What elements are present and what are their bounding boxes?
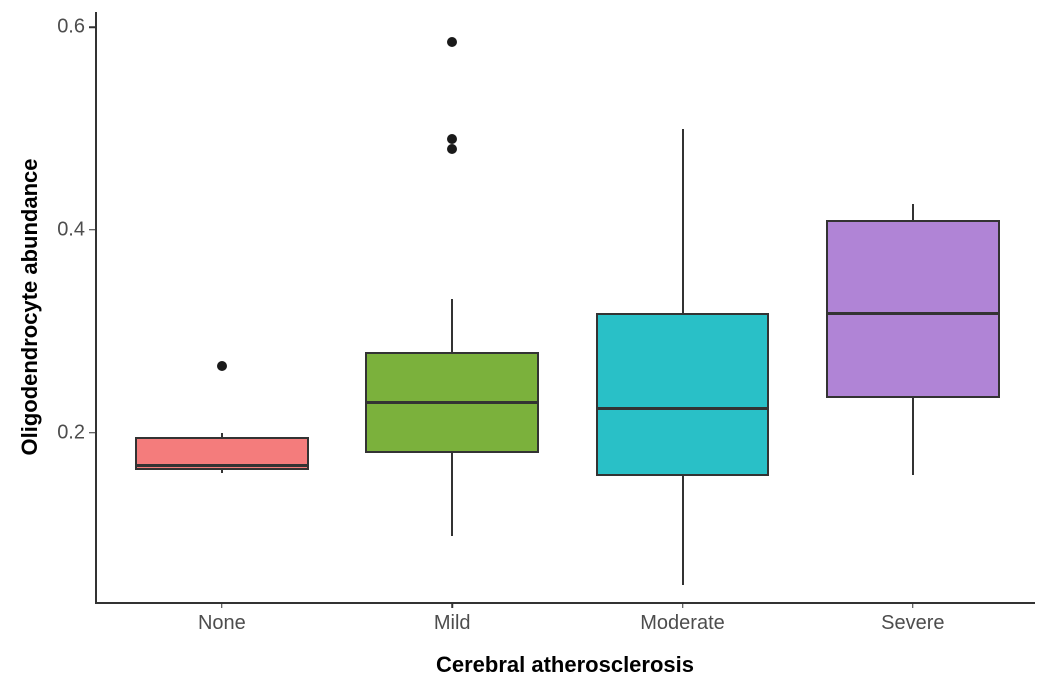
x-tick-label: Mild bbox=[434, 612, 471, 635]
y-tick-mark bbox=[89, 432, 95, 434]
x-axis-title: Cerebral atherosclerosis bbox=[95, 652, 1035, 678]
plot-area: 0.20.40.6NoneMildModerateSevere bbox=[95, 12, 1035, 602]
y-tick-label: 0.6 bbox=[57, 16, 85, 39]
boxplot-chart: Oligodendrocyte abundance Cerebral ather… bbox=[0, 0, 1050, 684]
median-line bbox=[365, 401, 539, 404]
median-line bbox=[135, 464, 309, 467]
outlier-point bbox=[447, 144, 457, 154]
y-tick-mark bbox=[89, 229, 95, 231]
x-axis-line bbox=[95, 602, 1035, 604]
x-tick-mark bbox=[451, 602, 453, 608]
box bbox=[596, 313, 770, 476]
outlier-point bbox=[217, 361, 227, 371]
median-line bbox=[596, 407, 770, 410]
y-tick-mark bbox=[89, 26, 95, 28]
x-tick-mark bbox=[912, 602, 914, 608]
x-tick-mark bbox=[682, 602, 684, 608]
y-axis-line bbox=[95, 12, 97, 602]
outlier-point bbox=[447, 37, 457, 47]
x-tick-label: Moderate bbox=[640, 612, 725, 635]
y-tick-label: 0.2 bbox=[57, 421, 85, 444]
box bbox=[826, 220, 1000, 398]
median-line bbox=[826, 312, 1000, 315]
y-tick-label: 0.4 bbox=[57, 218, 85, 241]
x-tick-label: Severe bbox=[881, 612, 944, 635]
outlier-point bbox=[447, 134, 457, 144]
x-tick-mark bbox=[221, 602, 223, 608]
x-tick-label: None bbox=[198, 612, 246, 635]
y-axis-title: Oligodendrocyte abundance bbox=[17, 158, 43, 455]
